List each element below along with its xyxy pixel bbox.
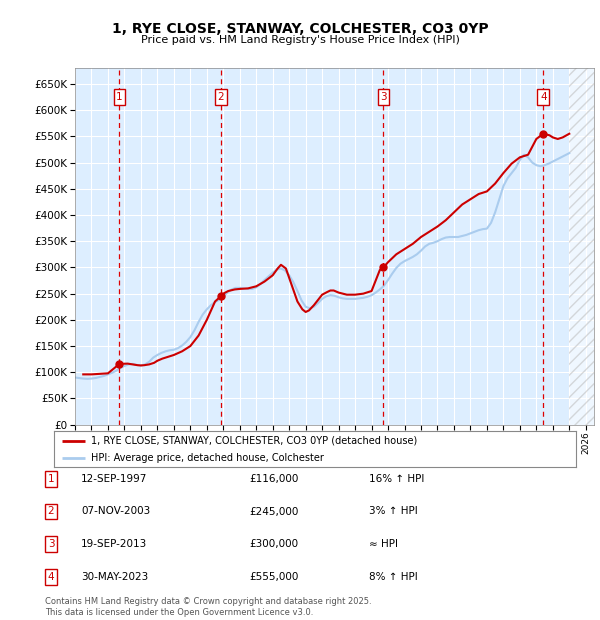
Text: 3: 3 xyxy=(47,539,55,549)
Text: 07-NOV-2003: 07-NOV-2003 xyxy=(81,507,150,516)
Text: £300,000: £300,000 xyxy=(249,539,298,549)
Text: 30-MAY-2023: 30-MAY-2023 xyxy=(81,572,148,582)
Text: ≈ HPI: ≈ HPI xyxy=(369,539,398,549)
Text: Price paid vs. HM Land Registry's House Price Index (HPI): Price paid vs. HM Land Registry's House … xyxy=(140,35,460,45)
Text: £555,000: £555,000 xyxy=(249,572,298,582)
Text: 1, RYE CLOSE, STANWAY, COLCHESTER, CO3 0YP: 1, RYE CLOSE, STANWAY, COLCHESTER, CO3 0… xyxy=(112,22,488,36)
Text: £116,000: £116,000 xyxy=(249,474,298,484)
Text: 2: 2 xyxy=(47,507,55,516)
Text: 19-SEP-2013: 19-SEP-2013 xyxy=(81,539,147,549)
Text: 3% ↑ HPI: 3% ↑ HPI xyxy=(369,507,418,516)
Text: 16% ↑ HPI: 16% ↑ HPI xyxy=(369,474,424,484)
Text: 3: 3 xyxy=(380,92,387,102)
Text: 1, RYE CLOSE, STANWAY, COLCHESTER, CO3 0YP (detached house): 1, RYE CLOSE, STANWAY, COLCHESTER, CO3 0… xyxy=(91,436,417,446)
Text: 1: 1 xyxy=(116,92,123,102)
Text: HPI: Average price, detached house, Colchester: HPI: Average price, detached house, Colc… xyxy=(91,453,323,463)
Text: £245,000: £245,000 xyxy=(249,507,298,516)
Text: 4: 4 xyxy=(47,572,55,582)
Text: 4: 4 xyxy=(540,92,547,102)
Text: 1: 1 xyxy=(47,474,55,484)
Text: 12-SEP-1997: 12-SEP-1997 xyxy=(81,474,148,484)
Text: 2: 2 xyxy=(218,92,224,102)
Text: 8% ↑ HPI: 8% ↑ HPI xyxy=(369,572,418,582)
Text: Contains HM Land Registry data © Crown copyright and database right 2025.
This d: Contains HM Land Registry data © Crown c… xyxy=(45,598,371,617)
